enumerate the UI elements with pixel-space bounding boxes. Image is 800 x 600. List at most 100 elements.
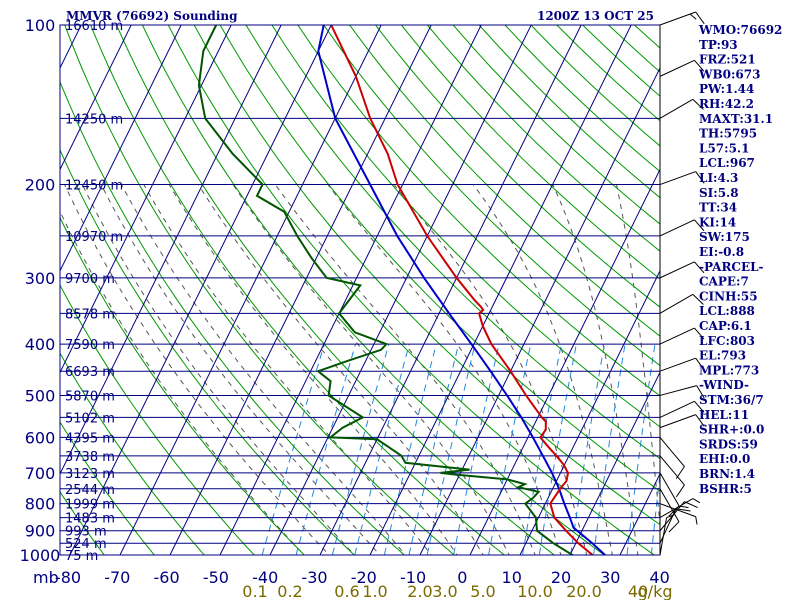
wind-barb bbox=[659, 171, 705, 186]
dry-adiabat bbox=[60, 216, 305, 555]
mixing-ratio-label: 0.1 bbox=[242, 582, 267, 600]
index-value: TH:5795 bbox=[699, 127, 757, 141]
moist-adiabat bbox=[143, 184, 432, 555]
height-label: 4395 m bbox=[65, 431, 115, 446]
pressure-tick-label: 500 bbox=[25, 386, 56, 405]
index-value: CAP:6.1 bbox=[699, 319, 752, 333]
barb-feather bbox=[696, 385, 705, 399]
indices-panel: WMO:76692TP:93FRZ:521WB0:673PW:1.44RH:42… bbox=[698, 23, 782, 496]
chart-time: 1200Z 13 OCT 25 bbox=[537, 9, 654, 23]
height-label: 6693 m bbox=[65, 365, 115, 380]
dry-adiabat bbox=[245, 25, 660, 460]
isotherm-line bbox=[60, 25, 232, 374]
moist-adiabat bbox=[100, 184, 381, 555]
pressure-tick-label: 800 bbox=[25, 495, 56, 514]
pressure-tick-label: 600 bbox=[25, 428, 56, 447]
index-value: TT:34 bbox=[699, 201, 737, 215]
barb-feather bbox=[675, 466, 685, 479]
moist-adiabat bbox=[81, 184, 356, 555]
mixing-ratio-line bbox=[538, 344, 577, 555]
barb-feather bbox=[694, 219, 705, 232]
dry-adiabat bbox=[64, 25, 456, 555]
isotherm-line bbox=[770, 25, 800, 555]
moist-adiabat bbox=[120, 184, 407, 555]
isotherm-line bbox=[269, 25, 532, 555]
dry-adiabat bbox=[60, 284, 255, 555]
pressure-unit-label: mb bbox=[33, 568, 59, 587]
mixing-ratio-line bbox=[331, 343, 390, 555]
barb-feather bbox=[692, 98, 704, 110]
isotherm-line bbox=[469, 168, 660, 555]
mixing-ratio-label: 40 bbox=[628, 582, 648, 600]
index-value: L57:5.1 bbox=[699, 141, 749, 155]
wind-barb bbox=[659, 293, 704, 314]
temperature-tick-label: 20 bbox=[551, 568, 571, 587]
moist-adiabats bbox=[60, 184, 660, 555]
temperature-tick-label: -20 bbox=[351, 568, 377, 587]
barb-feather bbox=[695, 516, 698, 525]
dry-adiabats bbox=[60, 25, 660, 555]
barb-feather bbox=[675, 484, 685, 498]
mixing-ratio-label: 3.0 bbox=[432, 582, 457, 600]
moist-adiabat bbox=[552, 184, 639, 555]
barb-feather bbox=[680, 505, 689, 509]
dry-adiabat bbox=[297, 25, 660, 397]
barb-staff bbox=[659, 414, 696, 429]
mixing-ratio-label: 10.0 bbox=[517, 582, 553, 600]
pressure-tick-label: 200 bbox=[25, 176, 56, 195]
wind-barb bbox=[659, 503, 698, 525]
mixing-ratio-label: 1.0 bbox=[362, 582, 387, 600]
index-value: LI:4.3 bbox=[699, 171, 738, 185]
mixing-ratio-line bbox=[426, 343, 476, 555]
height-label: 3123 m bbox=[65, 467, 115, 482]
temperature-tick-label: -80 bbox=[55, 568, 81, 587]
index-value: -PARCEL- bbox=[699, 260, 764, 274]
wind-barb bbox=[659, 261, 705, 279]
plot-border bbox=[59, 24, 661, 556]
height-label: 5870 m bbox=[65, 389, 115, 404]
barb-feather bbox=[694, 261, 705, 274]
mixing-ratio-line bbox=[295, 343, 357, 555]
mixing-ratio-line bbox=[593, 344, 626, 555]
pressure-tick-label: 1000 bbox=[20, 546, 61, 565]
barb-staff bbox=[659, 357, 696, 372]
wind-barb bbox=[659, 472, 680, 517]
height-label: 1483 m bbox=[65, 512, 115, 527]
mixing-ratio-unit: g/kg bbox=[638, 582, 673, 600]
index-value: FRZ:521 bbox=[699, 53, 756, 67]
profiles bbox=[197, 25, 606, 555]
barb-feather bbox=[692, 498, 701, 504]
index-value: LCL:967 bbox=[699, 156, 755, 170]
barb-staff bbox=[659, 327, 695, 345]
dry-adiabat bbox=[116, 25, 556, 555]
temperature-tick-label: 40 bbox=[649, 568, 669, 587]
index-value: BSHR:5 bbox=[699, 482, 752, 496]
barb-feather bbox=[668, 521, 680, 533]
moist-adiabat bbox=[64, 184, 330, 555]
barb-feather bbox=[694, 59, 705, 72]
barb-staff bbox=[659, 455, 685, 486]
dewpoint-trace bbox=[197, 25, 575, 555]
barb-staff bbox=[659, 385, 697, 396]
index-value: MAXT:31.1 bbox=[699, 112, 773, 126]
dry-adiabat bbox=[349, 25, 660, 337]
mixing-ratio-line bbox=[488, 343, 532, 555]
wind-barb bbox=[659, 385, 705, 399]
wind-barb bbox=[659, 98, 704, 119]
index-value: STM:36/7 bbox=[699, 393, 764, 407]
wind-barb bbox=[659, 414, 705, 429]
barb-staff bbox=[659, 293, 694, 314]
dry-adiabat bbox=[60, 148, 356, 555]
dry-adiabat bbox=[193, 25, 660, 526]
isotherm-line bbox=[169, 25, 432, 555]
barb-feather bbox=[692, 293, 704, 305]
height-label: 16610 m bbox=[65, 19, 123, 34]
barb-staff bbox=[659, 437, 685, 467]
temperature-tick-label: -40 bbox=[252, 568, 278, 587]
height-label: 14250 m bbox=[65, 112, 123, 127]
moist-adiabat bbox=[616, 184, 660, 529]
height-label: 12450 m bbox=[65, 179, 123, 194]
temperature-tick-label: -70 bbox=[104, 568, 130, 587]
index-value: PW:1.44 bbox=[699, 82, 754, 96]
index-value: WB0:673 bbox=[698, 67, 760, 81]
